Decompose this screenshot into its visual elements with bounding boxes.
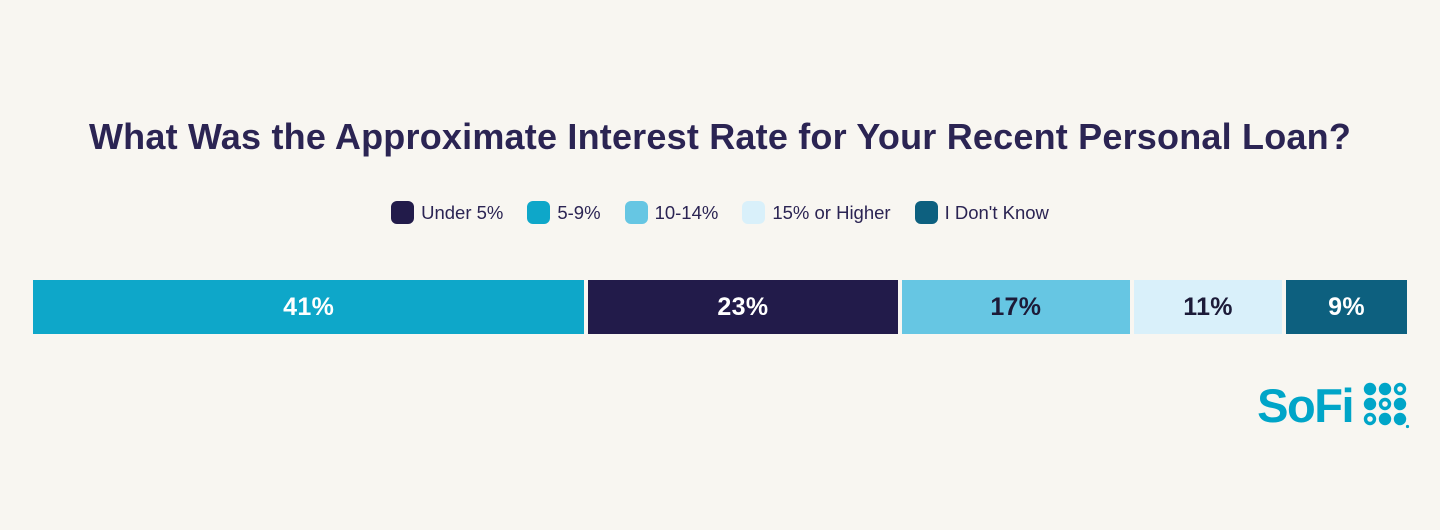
segment-value-label: 17%	[990, 292, 1042, 321]
bar-segment-15-or-higher: 11%	[1134, 280, 1282, 334]
stacked-bar: 41% 23% 17% 11% 9%	[33, 280, 1408, 334]
chart-legend: Under 5% 5-9% 10-14% 15% or Higher I Don…	[0, 201, 1440, 224]
legend-item-15-or-higher: 15% or Higher	[742, 201, 891, 224]
legend-item-under-5: Under 5%	[391, 201, 503, 224]
segment-value-label: 41%	[283, 292, 335, 321]
segment-value-label: 11%	[1183, 292, 1233, 321]
bar-segment-10-14: 17%	[901, 280, 1131, 334]
chart-title: What Was the Approximate Interest Rate f…	[88, 116, 1352, 157]
legend-swatch-i-dont-know	[914, 201, 938, 224]
legend-swatch-15-or-higher	[742, 201, 766, 224]
legend-label: 5-9%	[557, 201, 601, 223]
segment-value-label: 23%	[717, 292, 769, 321]
segment-value-label: 9%	[1328, 292, 1365, 321]
legend-label: 15% or Higher	[772, 201, 891, 223]
legend-item-10-14: 10-14%	[624, 201, 719, 224]
legend-label: Under 5%	[421, 201, 504, 223]
sofi-logo-wordmark: SoFi	[1257, 378, 1354, 432]
legend-swatch-5-9	[527, 201, 551, 224]
legend-item-i-dont-know: I Don't Know	[914, 201, 1049, 224]
bar-segment-i-dont-know: 9%	[1286, 280, 1408, 334]
legend-item-5-9: 5-9%	[527, 201, 601, 224]
sofi-logo: SoFi	[1257, 381, 1410, 429]
legend-swatch-under-5	[391, 201, 415, 224]
sofi-logo-dot-grid-icon	[1363, 382, 1410, 429]
legend-label: I Don't Know	[944, 201, 1049, 223]
legend-swatch-10-14	[624, 201, 648, 224]
bar-segment-under-5: 23%	[588, 280, 898, 334]
bar-segment-5-9: 41%	[33, 280, 585, 334]
legend-label: 10-14%	[654, 201, 719, 223]
